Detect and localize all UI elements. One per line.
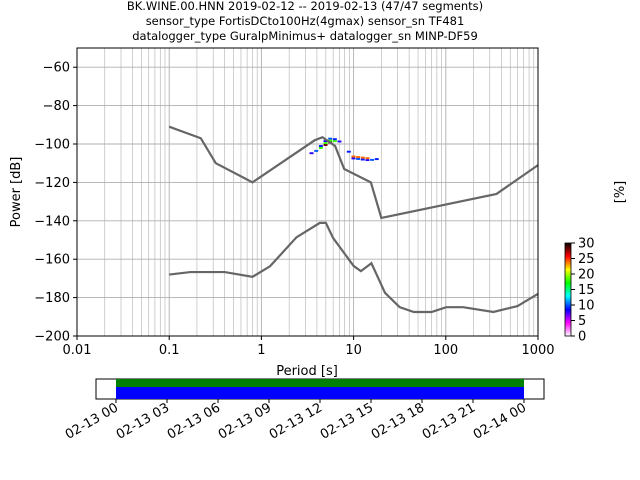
y-tick-label: −80: [43, 99, 70, 114]
time-tick-label: 02-13 12: [267, 400, 325, 442]
heatmap-cell: [351, 157, 356, 160]
x-tick-label: 10: [345, 343, 362, 358]
time-tick-label: 02-13 15: [318, 400, 376, 442]
time-tick-label: 02-13 21: [420, 400, 478, 442]
time-tick-label: 02-13 00: [63, 400, 121, 442]
heatmap-cell: [351, 155, 356, 158]
time-tick-label: 02-13 09: [216, 400, 274, 442]
heatmap-cell: [309, 152, 314, 155]
colorbar-tick-label: 30: [578, 237, 595, 252]
y-tick-label: −160: [34, 253, 70, 268]
heatmap-cell: [328, 137, 333, 140]
time-tick-label: 02-13 06: [165, 400, 223, 442]
colorbar-tick-label: 0: [578, 330, 586, 345]
colorbar-tick-label: 10: [578, 299, 595, 314]
heatmap-cell: [356, 156, 361, 159]
heatmap-cell: [365, 157, 370, 160]
time-tick-label: 02-13 03: [114, 400, 172, 442]
heatmap-cell: [356, 158, 361, 160]
heatmap-cell: [360, 158, 365, 161]
x-tick-label: 0.01: [63, 343, 92, 358]
heatmap-cell: [346, 150, 351, 153]
heatmap-cell: [332, 138, 337, 141]
low-noise-model-line: [169, 221, 539, 314]
chart-title-line-3: datalogger_type GuralpMinimus+ datalogge…: [132, 29, 478, 43]
y-tick-label: −100: [34, 138, 70, 153]
heatmap-cell: [360, 156, 365, 159]
y-axis: −200 −180 −160 −140 −120 −100 −80 −60: [34, 61, 77, 345]
y-tick-label: −120: [34, 176, 70, 191]
heatmap-cell: [323, 140, 328, 143]
colorbar-tick-label: 20: [578, 268, 595, 283]
x-tick-label: 0.1: [159, 343, 180, 358]
heatmap-cell: [332, 140, 337, 143]
colorbar-tick-label: 25: [578, 252, 595, 267]
colorbar: [564, 242, 572, 337]
coverage-bar-used: [116, 387, 524, 399]
y-tick-label: −140: [34, 214, 70, 229]
colorbar-label: [%]: [613, 181, 628, 204]
colorbar-tick-label: 5: [578, 314, 586, 329]
heatmap-cell: [337, 140, 342, 143]
colorbar-tick-label: 15: [578, 283, 595, 298]
plot-area: [77, 48, 538, 336]
time-tick-label: 02-14 00: [471, 400, 529, 442]
y-tick-label: −180: [34, 291, 70, 306]
chart-title-line-1: BK.WINE.00.HNN 2019-02-12 -- 2019-02-13 …: [127, 0, 483, 13]
heatmap-cell: [323, 143, 328, 146]
heatmap-cell: [374, 158, 379, 161]
chart-title-line-2: sensor_type FortisDCto100Hz(4gmax) senso…: [146, 14, 465, 28]
heatmap-cell: [365, 159, 370, 162]
x-axis: 0.01 0.1 1 10 100 1000: [63, 336, 555, 358]
heatmap-cell: [318, 146, 323, 149]
time-tick-label: 02-13 18: [369, 400, 427, 442]
heatmap-cell: [370, 158, 375, 161]
heatmap-cell: [314, 149, 319, 152]
coverage-bar-data: [116, 379, 524, 387]
x-tick-label: 100: [433, 343, 458, 358]
heatmap-cell: [328, 139, 333, 142]
heatmap-cell: [323, 142, 328, 144]
high-noise-model-line: [168, 125, 539, 220]
x-tick-label: 1: [257, 343, 265, 358]
y-tick-label: −200: [34, 330, 70, 345]
y-tick-label: −60: [43, 61, 70, 76]
x-tick-label: 1000: [521, 343, 554, 358]
y-axis-label: Power [dB]: [9, 157, 24, 228]
plot-border: [76, 47, 539, 337]
x-axis-label: Period [s]: [276, 364, 338, 379]
heatmap-cell: [318, 145, 323, 147]
